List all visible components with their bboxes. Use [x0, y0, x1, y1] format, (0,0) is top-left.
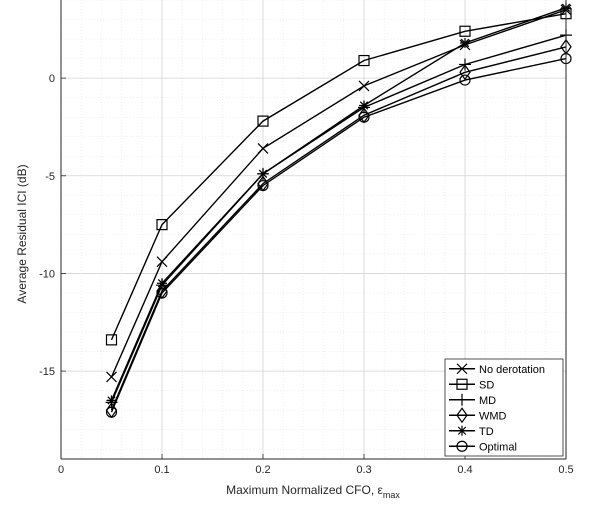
- data-point-optimal: [358, 111, 370, 123]
- data-point-wmd: [459, 64, 471, 81]
- y-tick-labels: 0 -5 -10 -15: [39, 73, 55, 378]
- legend-marker-td: [457, 425, 467, 436]
- legend-label-no-derotation: No derotation: [479, 364, 545, 376]
- legend-marker-optimal: [456, 440, 468, 452]
- x-tick-label: 0.4: [457, 464, 472, 476]
- x-tick-label: 0: [58, 464, 64, 476]
- series-line-md: [110, 34, 567, 403]
- y-tick-label: -5: [45, 171, 55, 183]
- series-line-optimal: [110, 57, 567, 413]
- data-point-no-derotation: [257, 143, 269, 154]
- legend-label-sd: SD: [479, 379, 494, 391]
- x-tick-label: 0.5: [558, 464, 573, 476]
- data-point-sd: [358, 54, 370, 67]
- data-point-no-derotation: [106, 371, 117, 383]
- legend-marker-no-derotation: [456, 363, 468, 375]
- legend-marker-wmd: [456, 407, 468, 424]
- x-tick-label: 0.2: [255, 464, 270, 476]
- data-point-optimal: [459, 74, 471, 86]
- legend-label-wmd: WMD: [479, 410, 507, 422]
- legend-label-optimal: Optimal: [479, 441, 517, 453]
- y-tick-label: 0: [49, 73, 55, 85]
- data-point-no-derotation: [156, 256, 168, 268]
- data-point-td: [157, 278, 167, 289]
- legend-label-md: MD: [479, 395, 496, 407]
- data-point-sd: [105, 334, 118, 346]
- data-point-optimal: [257, 179, 269, 192]
- data-point-td: [258, 168, 268, 179]
- data-point-sd: [257, 115, 269, 127]
- y-axis-label: Average Residual ICI (dB): [15, 164, 29, 303]
- y-tick-label: -10: [39, 268, 55, 280]
- data-point-no-derotation: [358, 80, 370, 92]
- x-axis-label: Maximum Normalized CFO, εmax: [226, 483, 400, 500]
- legend-box: [444, 358, 564, 457]
- axes-layer: [60, 0, 567, 460]
- series-line-wmd: [110, 46, 567, 411]
- data-point-td: [460, 37, 470, 48]
- x-tick-label: 0.3: [356, 464, 371, 476]
- x-axis-label-subscript: max: [383, 490, 401, 500]
- legend: No derotation SD MD WMD TD Optimal: [444, 358, 564, 457]
- data-point-optimal: [105, 406, 118, 418]
- legend-marker-md: [456, 393, 468, 406]
- x-tick-labels: 0 0.1 0.2 0.3 0.4 0.5: [58, 464, 574, 476]
- data-point-td: [106, 395, 117, 406]
- legend-label-td: TD: [479, 426, 494, 438]
- data-point-td: [359, 100, 369, 111]
- data-point-optimal: [156, 287, 168, 299]
- data-point-sd: [156, 219, 168, 231]
- series-line-td: [110, 7, 567, 401]
- legend-marker-sd: [456, 378, 468, 390]
- x-tick-label: 0.1: [154, 464, 169, 476]
- y-tick-label: -15: [39, 366, 55, 378]
- series-line-sd: [110, 13, 567, 341]
- series-line-no-derotation: [110, 9, 567, 378]
- data-point-sd: [459, 25, 471, 37]
- series-layer: [105, 2, 572, 419]
